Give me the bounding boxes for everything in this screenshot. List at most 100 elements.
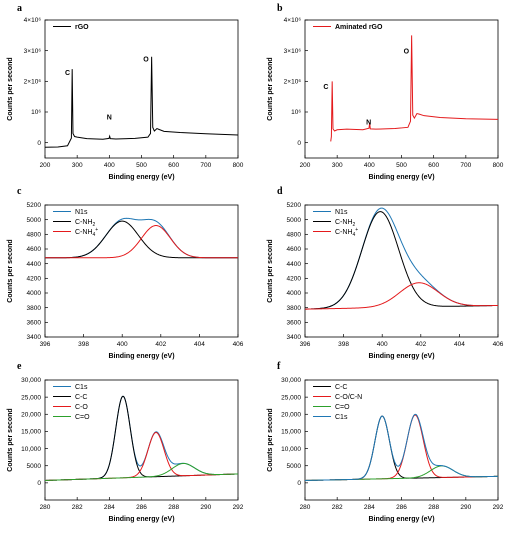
series-line <box>45 56 238 148</box>
y-axis-label: Counts per second <box>267 408 274 471</box>
panel-letter: c <box>17 186 22 197</box>
panel-letter: b <box>277 3 283 14</box>
y-tick-label: 4200 <box>287 276 302 283</box>
legend-label-sup: + <box>95 227 98 233</box>
y-tick-label: 5000 <box>287 217 302 224</box>
x-tick-label: 200 <box>40 162 51 169</box>
x-tick-label: 288 <box>428 504 439 511</box>
y-tick-label: 4000 <box>287 290 302 297</box>
y-tick-label: 10⁶ <box>291 109 301 116</box>
legend-label: C-NH2 <box>75 219 96 228</box>
legend-label-main: N1s <box>75 209 88 216</box>
y-tick-label: 5000 <box>27 217 42 224</box>
y-tick-label: 4×10⁶ <box>24 17 42 24</box>
y-tick-label: 4×10⁶ <box>284 17 302 24</box>
y-tick-label: 3800 <box>27 305 42 312</box>
y-tick-label: 4600 <box>27 246 42 253</box>
x-tick-label: 402 <box>415 341 426 348</box>
x-tick-label: 286 <box>136 504 147 511</box>
y-tick-label: 3×10⁶ <box>24 48 42 55</box>
x-axis-label: Binding energy (eV) <box>368 353 434 360</box>
peak-annotation: N <box>366 119 371 126</box>
y-tick-label: 20,000 <box>281 411 301 418</box>
y-tick-label: 4800 <box>287 232 302 239</box>
series-line <box>305 415 498 481</box>
legend-label: N1s <box>75 209 88 216</box>
legend-label-main: C=O <box>335 404 350 411</box>
y-tick-label: 10,000 <box>21 446 41 453</box>
legend-label: C=O <box>335 404 350 411</box>
panel-letter: a <box>17 3 22 14</box>
y-tick-label: 30,000 <box>21 377 41 384</box>
y-tick-label: 4800 <box>27 232 42 239</box>
x-tick-label: 396 <box>300 341 311 348</box>
peak-annotation: C <box>323 84 328 91</box>
x-axis-label: Binding energy (eV) <box>368 516 434 523</box>
y-tick-label: 3×10⁶ <box>284 48 302 55</box>
x-tick-label: 500 <box>136 162 147 169</box>
x-tick-label: 406 <box>493 341 504 348</box>
legend-label-main: C-NH <box>335 219 353 226</box>
legend-label: C-NH4+ <box>335 227 358 238</box>
x-tick-label: 292 <box>493 504 504 511</box>
plot-frame <box>44 379 239 501</box>
x-tick-label: 300 <box>72 162 83 169</box>
y-axis-label: Counts per second <box>267 57 274 120</box>
x-tick-label: 800 <box>233 162 244 169</box>
plot-frame <box>304 379 499 501</box>
x-tick-label: 400 <box>117 341 128 348</box>
x-axis-label: Binding energy (eV) <box>108 516 174 523</box>
legend-label-main: C-NH <box>75 219 93 226</box>
x-tick-label: 404 <box>194 341 205 348</box>
legend-label-main: C-C <box>335 384 347 391</box>
y-tick-label: 2×10⁶ <box>284 79 302 86</box>
legend-label-main: Aminated rGO <box>335 24 383 31</box>
legend-label-main: C1s <box>75 384 88 391</box>
x-tick-label: 290 <box>460 504 471 511</box>
y-axis-label: Counts per second <box>267 239 274 302</box>
legend-label: N1s <box>335 209 348 216</box>
legend-label-sup: + <box>355 227 358 233</box>
legend-label: C-C <box>75 394 87 401</box>
panel-letter: f <box>277 361 281 372</box>
legend-label: C1s <box>75 384 88 391</box>
legend-label: rGO <box>75 24 89 31</box>
y-tick-label: 10⁶ <box>31 109 41 116</box>
legend-label-main: C=O <box>75 414 90 421</box>
x-tick-label: 282 <box>332 504 343 511</box>
series-line <box>305 414 498 481</box>
legend-label: C1s <box>335 414 348 421</box>
x-axis-label: Binding energy (eV) <box>108 353 174 360</box>
panel-b: b 200 300 400 500 600 700 800 0 10⁶ 2×10⁶ 3×10⁶ 4×10… <box>267 3 504 181</box>
x-tick-label: 292 <box>233 504 244 511</box>
legend-label-sub: 4 <box>353 232 356 238</box>
legend-label-main: C1s <box>335 414 348 421</box>
legend-label: C=O <box>75 414 90 421</box>
y-tick-label: 30,000 <box>281 377 301 384</box>
plot-frame <box>304 204 499 338</box>
y-tick-label: 0 <box>37 480 41 487</box>
y-tick-label: 3400 <box>27 334 42 341</box>
legend-label-sub: 2 <box>353 222 356 228</box>
x-tick-label: 800 <box>493 162 504 169</box>
y-tick-label: 4200 <box>27 276 42 283</box>
peak-annotation: N <box>107 115 112 122</box>
series-line <box>45 220 238 259</box>
y-tick-label: 25,000 <box>281 394 301 401</box>
legend-label: C-NH2 <box>335 219 356 228</box>
x-tick-label: 402 <box>155 341 166 348</box>
legend-label-sub: 2 <box>93 222 96 228</box>
series-line <box>305 282 498 310</box>
x-tick-label: 300 <box>332 162 343 169</box>
y-tick-label: 25,000 <box>21 394 41 401</box>
x-tick-label: 396 <box>40 341 51 348</box>
series-line <box>330 35 498 142</box>
x-axis-label: Binding energy (eV) <box>108 174 174 181</box>
y-tick-label: 2×10⁶ <box>24 79 42 86</box>
peak-annotation: O <box>404 49 410 56</box>
y-tick-label: 3400 <box>287 334 302 341</box>
series-line <box>305 413 498 481</box>
panel-e: e 280 282 284 286 288 290 292 0 5000 10,000 15,000 2… <box>7 361 244 523</box>
plot-frame <box>304 19 499 159</box>
